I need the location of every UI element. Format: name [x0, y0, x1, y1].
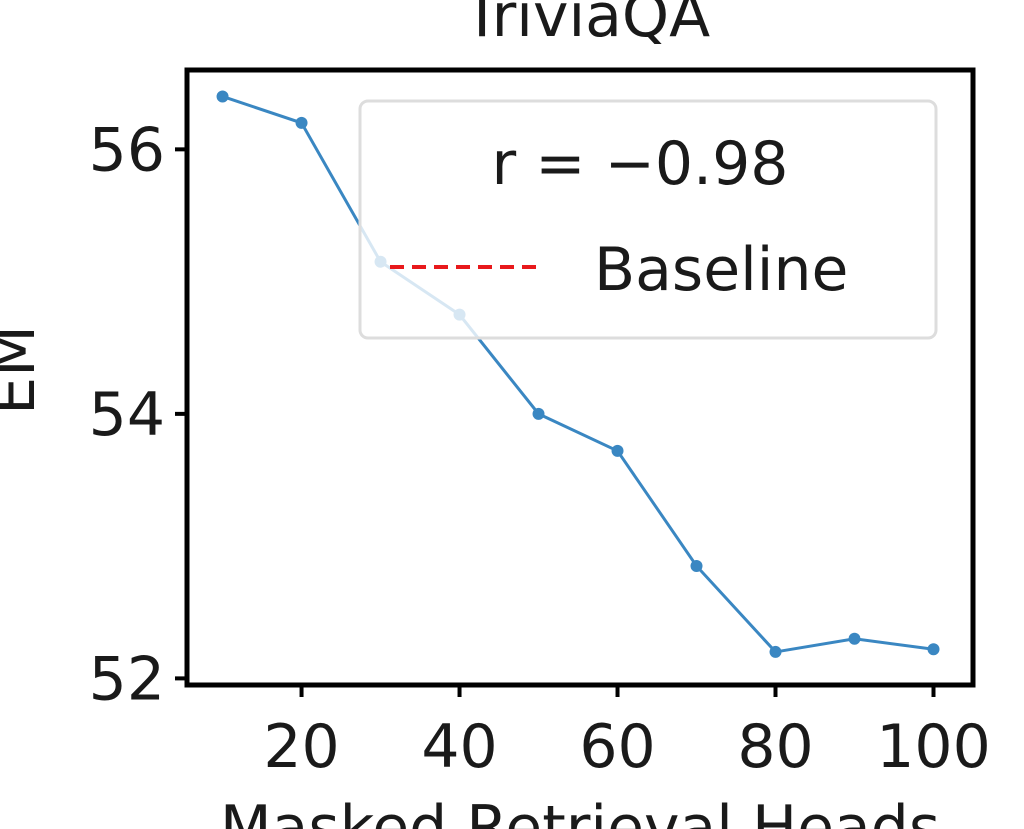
x-axis-label: Masked Retrieval Heads	[220, 793, 940, 829]
x-tick-label: 20	[263, 712, 339, 782]
data-point	[927, 643, 940, 656]
y-axis-ticks: 52 54 56	[89, 115, 187, 714]
legend-box	[358, 99, 938, 340]
data-point	[848, 632, 861, 645]
y-axis-label: EM	[0, 325, 49, 415]
data-point	[611, 444, 624, 457]
legend-entry-baseline: Baseline	[594, 235, 848, 305]
y-tick-label: 52	[89, 644, 165, 714]
x-axis-ticks: 20 40 60 80 100	[263, 685, 991, 782]
x-tick-label: 80	[737, 712, 813, 782]
y-tick-label: 56	[89, 115, 165, 185]
x-tick-label: 40	[421, 712, 497, 782]
x-tick-label: 100	[876, 712, 991, 782]
data-point	[295, 116, 308, 129]
plot-frame	[184, 67, 976, 688]
series-line	[222, 95, 934, 654]
data-point	[216, 90, 229, 103]
y-tick-label: 54	[89, 380, 165, 450]
data-point	[532, 407, 545, 420]
data-point	[690, 559, 703, 572]
legend: r = −0.98 Baseline	[358, 99, 938, 340]
chart-title: TriviaQA	[463, 0, 710, 51]
x-tick-label: 60	[579, 712, 655, 782]
legend-annotation: r = −0.98	[492, 129, 789, 199]
data-point	[769, 645, 782, 658]
